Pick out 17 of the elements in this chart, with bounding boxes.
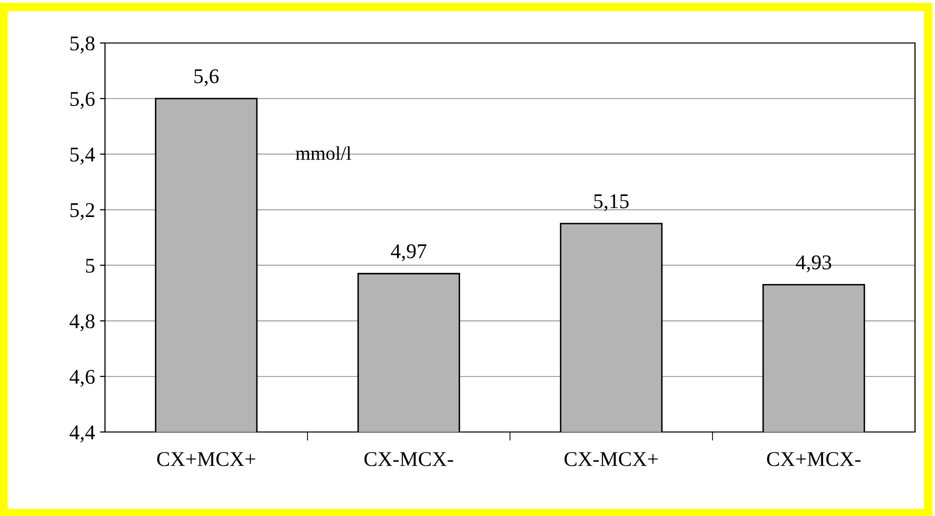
x-tick-label: CX-MCX+ xyxy=(564,452,658,466)
y-tick-label: 5 xyxy=(86,258,94,273)
x-tick-label: CX+MCX- xyxy=(767,452,861,466)
data-label: 5,15 xyxy=(594,194,629,212)
y-tick-label: 5,2 xyxy=(70,203,94,220)
data-label: 5,6 xyxy=(194,69,219,86)
y-tick-label: 5,8 xyxy=(70,36,94,54)
x-tick-label: CX-MCX- xyxy=(364,452,454,466)
data-label: 4,93 xyxy=(796,255,832,272)
y-tick-label: 5,4 xyxy=(70,148,95,165)
y-tick-label: 4,4 xyxy=(70,426,95,442)
y-tick-label: 4,6 xyxy=(70,370,95,387)
annotation: mmol/l xyxy=(296,146,352,160)
y-tick-label: 4,8 xyxy=(70,314,94,332)
y-tick-label: 5,6 xyxy=(70,92,95,110)
data-label: 4,97 xyxy=(390,244,426,262)
x-tick-label: CX+MCX+ xyxy=(157,452,256,466)
